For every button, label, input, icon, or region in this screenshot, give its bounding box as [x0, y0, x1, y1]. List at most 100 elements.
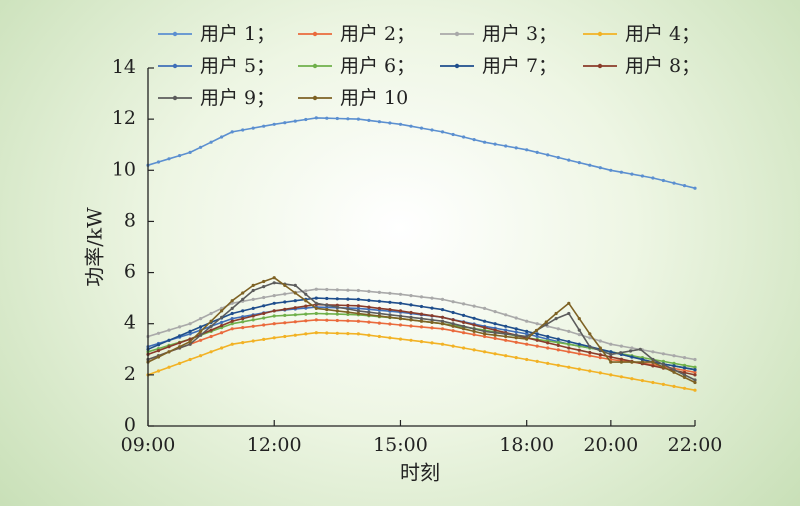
- series-point: [346, 319, 350, 323]
- series-point: [525, 357, 529, 362]
- series-point: [377, 321, 381, 325]
- series-point: [283, 313, 287, 317]
- series-point: [483, 329, 487, 333]
- legend-marker: [597, 31, 603, 37]
- series-point: [230, 327, 234, 331]
- y-tick-label: 12: [112, 107, 136, 129]
- series-point: [462, 313, 466, 317]
- series-point: [430, 314, 434, 318]
- series-point: [293, 299, 297, 303]
- series-point: [356, 332, 360, 336]
- x-tick-label: 20:00: [583, 434, 638, 456]
- series-point: [619, 170, 624, 174]
- legend-marker: [312, 95, 318, 101]
- series-point: [230, 322, 234, 326]
- series-point: [398, 337, 403, 341]
- series-point: [588, 369, 592, 373]
- series-point: [178, 334, 182, 338]
- series-point: [314, 331, 318, 335]
- series-point: [682, 373, 687, 377]
- series-point: [567, 311, 571, 316]
- series-point: [630, 355, 634, 359]
- series-point: [493, 352, 497, 356]
- series-point: [514, 330, 518, 334]
- x-ticks: 09:00 12:00 15:00 18:00 20:00 22:00: [121, 420, 722, 456]
- series-point: [325, 305, 329, 309]
- series-point: [609, 342, 613, 346]
- legend-marker: [172, 95, 178, 101]
- series-point: [188, 342, 192, 346]
- series-point: [609, 352, 613, 356]
- series-point: [525, 319, 529, 323]
- legend: 用户 1； 用户 2； 用户 3； 用户 4； 用户 5； 用户 6； 用户 7； 用户 8；…: [158, 23, 700, 109]
- series-point: [630, 360, 634, 364]
- series-point: [440, 319, 445, 323]
- series-point: [335, 305, 339, 309]
- series-point: [493, 310, 497, 314]
- series-point: [535, 150, 539, 154]
- legend-marker: [454, 31, 460, 37]
- series-point: [377, 120, 381, 124]
- series-point: [199, 333, 203, 337]
- series-point: [451, 329, 455, 333]
- series-point: [630, 346, 634, 350]
- series-point: [209, 140, 213, 144]
- series-point: [430, 318, 434, 322]
- series-point: [682, 363, 687, 367]
- legend-label: 用户 10: [340, 87, 408, 109]
- series-point: [440, 322, 445, 326]
- series-point: [304, 117, 308, 122]
- series-point: [199, 325, 203, 329]
- series-point: [272, 276, 276, 280]
- series-point: [220, 324, 224, 328]
- series-point: [388, 315, 392, 319]
- series-point: [483, 306, 487, 310]
- series-point: [398, 317, 403, 321]
- series-point: [199, 354, 203, 358]
- series-point: [451, 324, 455, 328]
- series-point: [556, 327, 560, 331]
- series-point: [693, 378, 697, 382]
- series-point: [304, 332, 308, 336]
- series-point: [220, 346, 224, 350]
- series-point: [272, 314, 276, 318]
- series-point: [304, 312, 308, 316]
- series-point: [398, 122, 403, 126]
- series-point: [577, 348, 581, 352]
- series-point: [230, 319, 234, 323]
- series-point: [335, 318, 339, 323]
- series-point: [377, 306, 381, 310]
- series-point: [398, 292, 403, 296]
- series-point: [398, 309, 403, 313]
- legend-label: 用户 6；: [340, 55, 415, 77]
- series-point: [398, 314, 403, 318]
- series-point: [619, 351, 623, 355]
- series-point: [251, 339, 255, 343]
- series-point: [682, 366, 687, 370]
- series-point: [388, 308, 392, 312]
- series-point: [483, 332, 487, 336]
- series-point: [241, 320, 245, 324]
- series-point: [577, 328, 581, 332]
- series-point: [188, 150, 192, 154]
- series-point: [293, 119, 297, 123]
- series-point: [272, 281, 276, 285]
- series-point: [588, 345, 592, 349]
- series-point: [682, 356, 687, 360]
- series-8: [146, 302, 697, 377]
- x-axis-title: 时刻: [400, 461, 440, 485]
- series-point: [388, 336, 392, 340]
- series-point: [409, 310, 413, 315]
- series-point: [209, 324, 213, 328]
- series-point: [472, 316, 476, 320]
- series-point: [367, 310, 371, 314]
- series-point: [598, 166, 602, 170]
- series-point: [325, 318, 329, 322]
- series-point: [598, 346, 602, 350]
- series-point: [567, 365, 571, 369]
- series-point: [346, 303, 350, 308]
- series-point: [272, 322, 276, 326]
- series-point: [241, 317, 245, 321]
- series-point: [346, 297, 350, 301]
